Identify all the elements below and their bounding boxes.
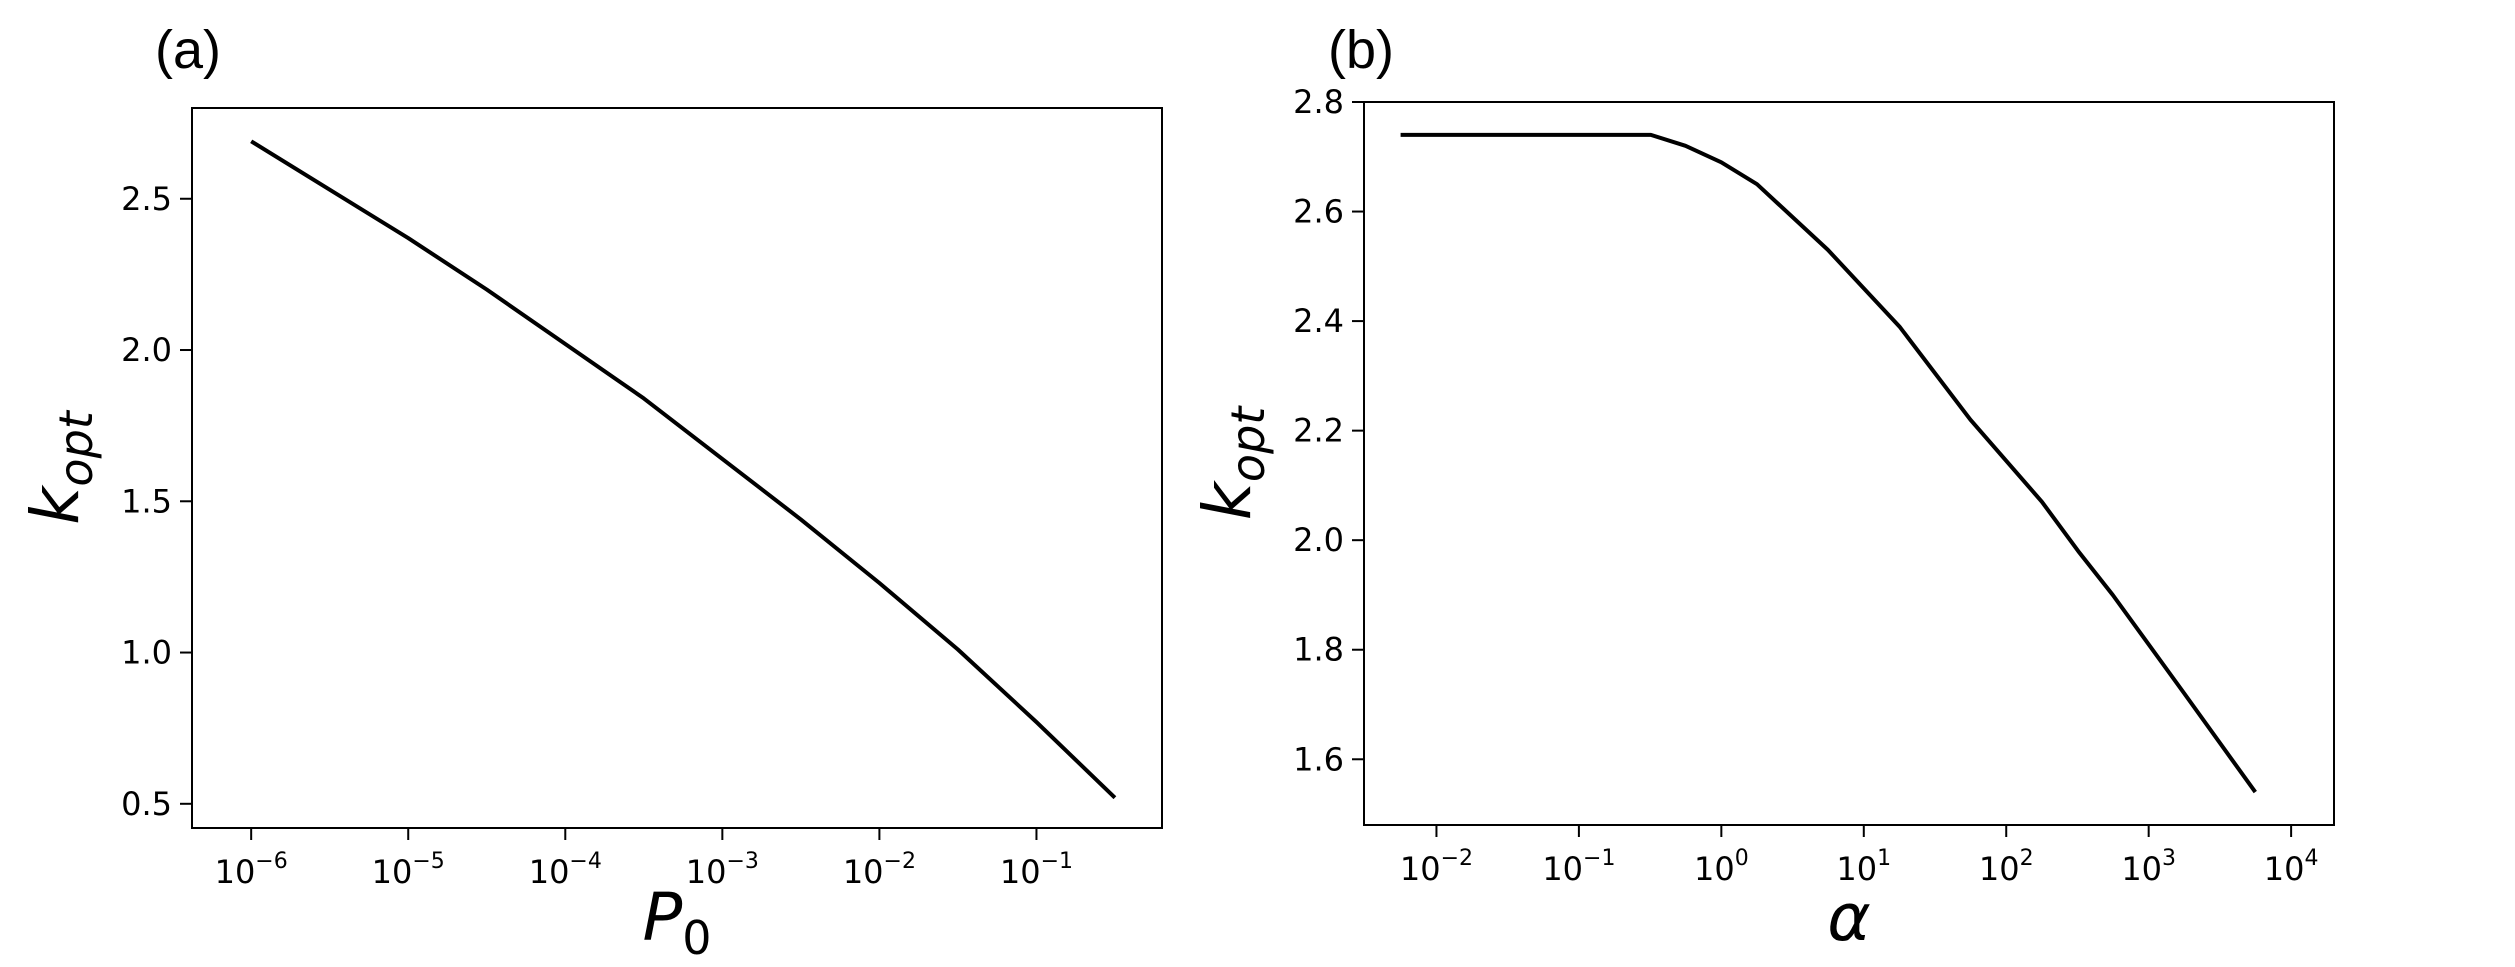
x-tick-label: 103 — [2121, 846, 2176, 888]
y-tick-label: 1.8 — [1293, 631, 1344, 669]
x-tick-base: 10 — [2121, 850, 2162, 888]
panel-label: (a) — [155, 20, 221, 80]
x-tick-exponent: −1 — [1583, 846, 1615, 871]
x-tick-base: 10 — [1836, 850, 1877, 888]
x-tick-label: 10−4 — [529, 849, 602, 891]
x-tick-label: 10−6 — [215, 849, 288, 891]
x-tick-base: 10 — [843, 853, 884, 891]
x-tick-label: 10−1 — [1542, 846, 1615, 888]
chart-panel-0: (a)10−6 10−5 10−4 10−3 10−2 10−10.51.01.52.02… — [17, 20, 1163, 965]
x-tick-exponent: 0 — [1735, 846, 1749, 871]
x-tick-base: 10 — [1542, 850, 1583, 888]
x-axis-label-main: P — [642, 879, 682, 956]
x-tick-label: 102 — [1979, 846, 2034, 888]
series-line-0 — [250, 139, 1117, 800]
y-tick-label: 0.5 — [121, 785, 172, 823]
y-tick-label: 2.5 — [121, 180, 172, 218]
x-tick-label: 100 — [1694, 846, 1749, 888]
y-tick-label: 1.6 — [1293, 740, 1344, 778]
x-tick-base: 10 — [1400, 850, 1441, 888]
x-tick-exponent: −6 — [255, 849, 287, 874]
x-tick-label: 101 — [1836, 846, 1891, 888]
x-tick-base: 10 — [1979, 850, 2020, 888]
y-tick-label: 2.8 — [1293, 83, 1344, 121]
plot-frame — [1363, 101, 2335, 826]
y-axis-label-main: k — [17, 484, 94, 525]
x-tick-exponent: −2 — [884, 849, 916, 874]
x-axis-label-sub: 0 — [682, 911, 711, 965]
x-tick-exponent: 3 — [2162, 846, 2176, 871]
x-tick-label: 104 — [2264, 846, 2319, 888]
x-tick-label: 10−2 — [843, 849, 916, 891]
x-tick-exponent: 1 — [1877, 846, 1891, 871]
x-tick-label: 10−5 — [372, 849, 445, 891]
y-axis-label-sub: opt — [49, 409, 103, 486]
chart-panel-1: (b)10−2 10−1 100 101 102 103 1041.61.82.02.22.… — [1189, 20, 2335, 956]
x-axis-label: α — [1827, 879, 1871, 956]
y-axis-label: kopt — [1189, 405, 1275, 521]
x-tick-label: 10−2 — [1400, 846, 1473, 888]
series-line-0 — [1400, 132, 2257, 794]
x-tick-exponent: −3 — [726, 849, 758, 874]
y-tick-label: 1.5 — [121, 482, 172, 520]
panel-label: (b) — [1328, 20, 1394, 80]
x-tick-base: 10 — [2264, 850, 2305, 888]
x-tick-exponent: −4 — [569, 849, 601, 874]
x-axis-label: P0 — [642, 879, 711, 965]
y-axis-label-main: k — [1189, 479, 1266, 520]
y-tick-label: 2.0 — [1293, 521, 1344, 559]
y-tick-label: 2.4 — [1293, 302, 1344, 340]
plot-frame — [191, 107, 1163, 829]
y-tick-label: 2.6 — [1293, 193, 1344, 231]
x-tick-exponent: −1 — [1041, 849, 1073, 874]
y-axis-label: kopt — [17, 409, 103, 525]
x-tick-exponent: 4 — [2304, 846, 2318, 871]
x-tick-label: 10−3 — [686, 849, 759, 891]
y-tick-label: 2.0 — [121, 331, 172, 369]
x-tick-exponent: −5 — [412, 849, 444, 874]
x-tick-label: 10−1 — [1000, 849, 1073, 891]
y-axis-label-sub: opt — [1221, 405, 1275, 482]
x-tick-base: 10 — [1000, 853, 1041, 891]
x-axis-label-main: α — [1827, 879, 1871, 956]
x-tick-base: 10 — [686, 853, 727, 891]
y-tick-label: 2.2 — [1293, 412, 1344, 450]
y-tick-label: 1.0 — [121, 634, 172, 672]
x-tick-base: 10 — [1694, 850, 1735, 888]
x-tick-exponent: 2 — [2020, 846, 2034, 871]
x-tick-base: 10 — [372, 853, 413, 891]
x-tick-base: 10 — [215, 853, 256, 891]
x-tick-base: 10 — [529, 853, 570, 891]
x-tick-exponent: −2 — [1441, 846, 1473, 871]
